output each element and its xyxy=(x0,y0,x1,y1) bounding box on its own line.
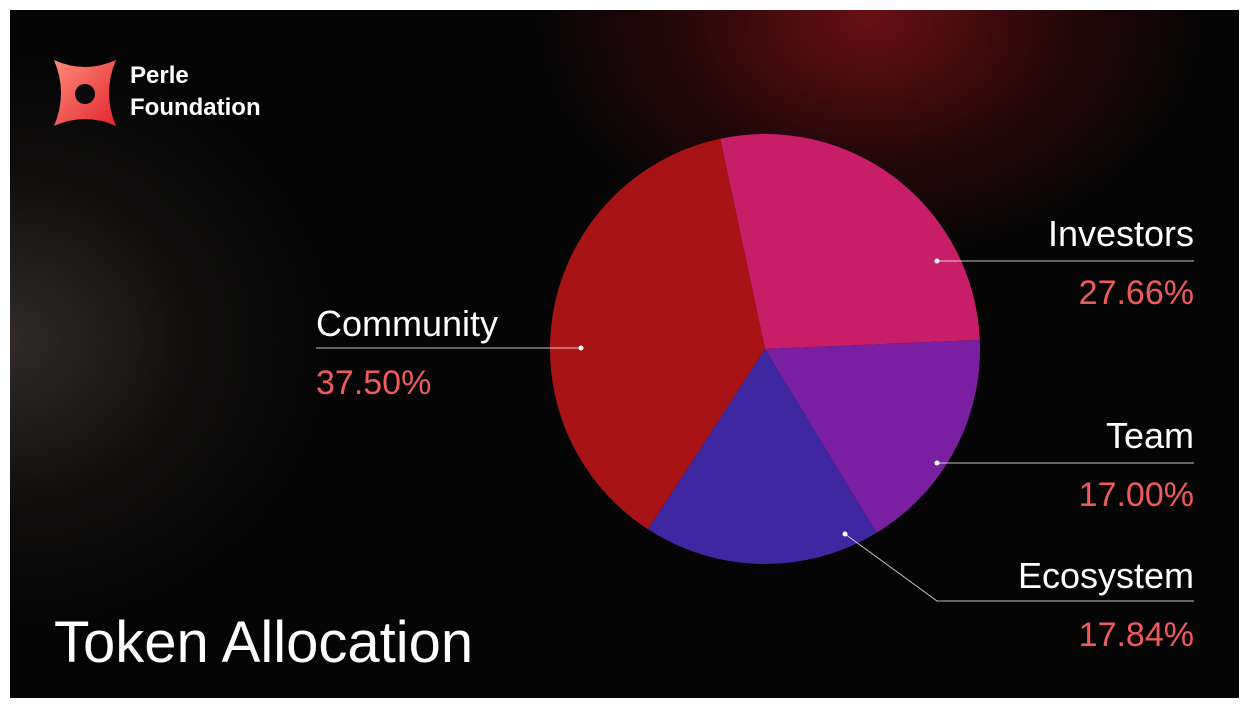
slice-value-team: 17.00% xyxy=(1078,476,1194,514)
slice-label-community: Community xyxy=(316,303,499,344)
leader-dot-ecosystem xyxy=(842,531,848,537)
brand-line-1: Perle xyxy=(130,62,189,89)
leader-line-ecosystem xyxy=(844,533,1194,602)
leader-dot-investors xyxy=(934,258,940,264)
leader-dot-team xyxy=(934,460,940,466)
leader-dot-community xyxy=(578,345,584,351)
pie-chart xyxy=(316,134,1194,602)
brand-line-2: Foundation xyxy=(130,94,261,121)
pie-slice-team xyxy=(765,339,981,533)
slice-label-team: Team xyxy=(1105,415,1194,456)
slide: Perle Foundation Community 37.50% Invest… xyxy=(10,10,1239,698)
slice-value-community: 37.50% xyxy=(316,364,432,402)
slice-value-ecosystem: 17.84% xyxy=(1078,616,1194,654)
slice-label-investors: Investors xyxy=(1047,213,1194,254)
pie-slice-ecosystem xyxy=(647,349,877,564)
pie-slice-investors xyxy=(720,134,980,349)
slice-label-ecosystem: Ecosystem xyxy=(1017,555,1194,596)
chart-title: Token Allocation xyxy=(54,610,474,675)
pie-slice-community xyxy=(550,138,765,530)
brand-name: Perle Foundation xyxy=(130,60,261,124)
slice-value-investors: 27.66% xyxy=(1078,274,1194,312)
perle-foundation-logo xyxy=(54,60,116,126)
brand: Perle Foundation xyxy=(54,60,294,130)
